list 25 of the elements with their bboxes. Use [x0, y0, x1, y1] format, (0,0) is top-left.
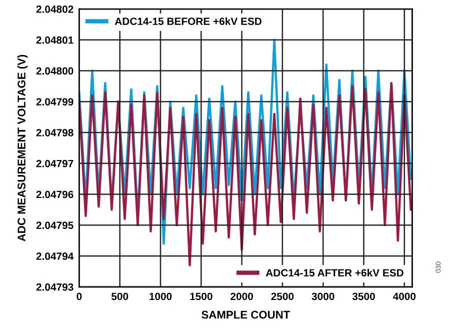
- y-tick-label: 2.04794: [36, 252, 74, 260]
- y-tick-label: 2.04801: [36, 36, 74, 44]
- x-tick-label: 3000: [312, 292, 334, 300]
- x-axis-title: SAMPLE COUNT: [202, 310, 290, 319]
- x-tick-label: 3500: [352, 292, 375, 300]
- x-tick-label: 0: [76, 292, 82, 300]
- x-tick-label: 1000: [150, 292, 172, 300]
- y-tick-label: 2.04800: [36, 67, 74, 75]
- x-tick-label: 2000: [230, 292, 253, 300]
- y-tick-label: 2.04798: [36, 129, 74, 136]
- x-tick-label: 4000: [392, 292, 416, 300]
- y-tick-label: 2.04802: [36, 6, 74, 13]
- legend-label: ADC14-15 AFTER +6kV ESD: [266, 268, 404, 277]
- y-tick-label: 2.04796: [36, 190, 74, 198]
- line-series: [79, 38, 412, 245]
- y-axis-title: ADC MEASUREMENT VOLTAGE (V): [17, 54, 28, 242]
- line-series: [79, 82, 412, 266]
- y-tick-label: 2.04797: [36, 160, 74, 168]
- x-tick-label: 1500: [190, 292, 212, 300]
- x-tick-label: 2500: [271, 292, 294, 300]
- y-tick-label: 2.04793: [36, 283, 74, 291]
- y-tick-label: 2.04795: [36, 222, 74, 230]
- legend-label: ADC14-15 BEFORE +6kV ESD: [114, 17, 262, 26]
- y-tick-label: 2.04799: [36, 98, 74, 106]
- x-tick-label: 500: [111, 292, 128, 300]
